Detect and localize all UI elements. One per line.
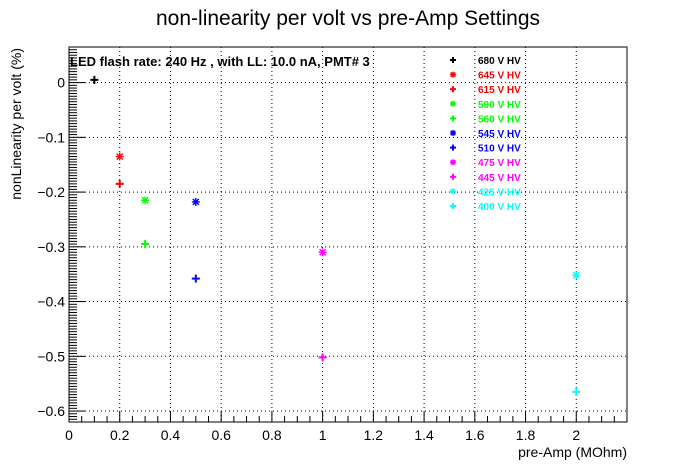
x-tick-label: 1.2 — [364, 427, 384, 443]
data-point — [318, 353, 327, 362]
x-tick-label: 1 — [319, 427, 327, 443]
data-points — [90, 75, 581, 396]
legend-marker — [450, 100, 456, 107]
marker-stroke — [572, 271, 580, 279]
x-tick-label: 0 — [65, 427, 73, 443]
legend-entry-label: 545 V HV — [478, 129, 521, 140]
legend-entry-label: 475 V HV — [478, 158, 521, 169]
legend-marker — [450, 57, 456, 63]
legend-marker — [450, 115, 456, 122]
grid — [68, 47, 627, 422]
y-axis-label: nonLinearity per volt (%) — [8, 48, 24, 200]
data-point — [318, 248, 327, 257]
legend: 680 V HV 645 V HV 615 V HV 590 V HV 560 V HV… — [450, 56, 521, 213]
y-tick-label: −0.6 — [37, 403, 65, 419]
legend-entry-label: 425 V HV — [478, 187, 521, 198]
marker-stroke — [319, 248, 327, 256]
legend-entry-label: 645 V HV — [478, 71, 521, 82]
x-tick-label: 0.6 — [211, 427, 231, 443]
marker-stroke — [450, 101, 456, 107]
x-tick-label: 0.8 — [262, 427, 282, 443]
legend-entry-label: 680 V HV — [478, 56, 521, 67]
axis-ticks — [68, 49, 615, 423]
x-tick-label: 1.4 — [414, 427, 434, 443]
chart-annotation: LED flash rate: 240 Hz , with LL: 10.0 n… — [70, 54, 370, 69]
data-point — [115, 152, 124, 161]
chart-title: non-linearity per volt vs pre-Amp Settin… — [156, 7, 540, 30]
marker-stroke — [116, 152, 124, 160]
legend-entry-label: 615 V HV — [478, 85, 521, 96]
y-tick-label: −0.4 — [37, 294, 65, 310]
legend-marker — [450, 130, 456, 136]
marker-stroke — [450, 130, 456, 136]
data-point — [572, 271, 581, 280]
legend-marker — [450, 159, 456, 166]
x-tick-label: 0.2 — [110, 427, 130, 443]
x-tick-label: 1.6 — [465, 427, 485, 443]
y-tick-label: −0.1 — [37, 129, 65, 145]
data-point — [141, 196, 150, 205]
x-tick-label: 2 — [572, 427, 580, 443]
marker-stroke — [141, 196, 149, 204]
marker-stroke — [450, 71, 456, 78]
x-tick-label: 1.8 — [516, 427, 536, 443]
data-point — [572, 387, 581, 396]
data-point — [115, 179, 124, 188]
legend-entry-label: 445 V HV — [478, 173, 521, 184]
legend-entry-label: 400 V HV — [478, 202, 521, 213]
y-tick-label: −0.5 — [37, 348, 65, 364]
y-tick-label: −0.3 — [37, 239, 65, 255]
legend-marker — [450, 203, 456, 209]
legend-marker — [450, 144, 456, 151]
x-tick-label: 0.4 — [161, 427, 181, 443]
marker-stroke — [450, 159, 456, 165]
legend-entry-label: 560 V HV — [478, 114, 521, 125]
marker-stroke — [192, 198, 200, 206]
data-point — [141, 240, 150, 249]
data-point — [191, 274, 200, 283]
x-axis-label: pre-Amp (MOhm) — [518, 444, 627, 460]
legend-marker — [450, 86, 456, 93]
axis-tick-labels: 0 0.2 0.4 0.6 0.8 1 1.2 1.4 1.6 1.8 2 0 −0.1 −0.2 −0.3… — [37, 75, 580, 443]
y-tick-label: −0.2 — [37, 184, 65, 200]
data-point — [191, 197, 200, 206]
legend-entry-label: 590 V HV — [478, 100, 521, 111]
marker-stroke — [450, 188, 456, 195]
data-point — [90, 75, 99, 84]
legend-marker — [450, 188, 456, 195]
legend-marker — [450, 71, 456, 78]
legend-marker — [450, 173, 456, 180]
y-tick-label: 0 — [57, 75, 65, 91]
legend-entry-label: 510 V HV — [478, 144, 521, 155]
